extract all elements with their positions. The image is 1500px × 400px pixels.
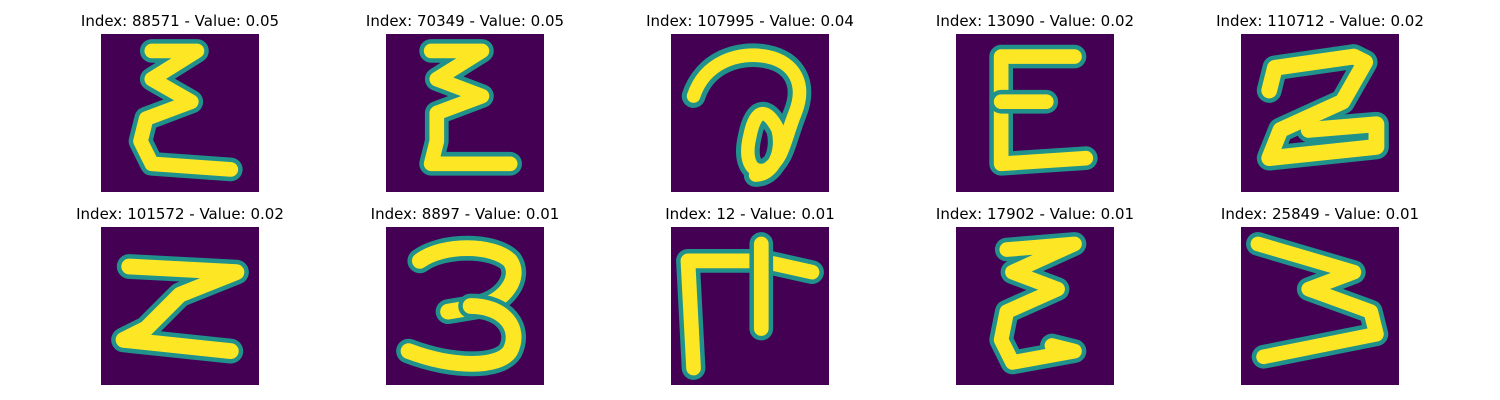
digit-image-8 bbox=[671, 227, 829, 385]
panel-9: Index: 17902 - Value: 0.01 bbox=[915, 205, 1155, 390]
digit-image-6 bbox=[101, 227, 259, 385]
digit-image-2 bbox=[386, 34, 544, 192]
digit-image-1 bbox=[101, 34, 259, 192]
panel-10: Index: 25849 - Value: 0.01 bbox=[1200, 205, 1440, 390]
panel-title: Index: 101572 - Value: 0.02 bbox=[76, 205, 284, 223]
panel-title: Index: 13090 - Value: 0.02 bbox=[935, 12, 1135, 30]
panel-title: Index: 107995 - Value: 0.04 bbox=[646, 12, 854, 30]
digit-image-5 bbox=[1241, 34, 1399, 192]
panel-title: Index: 25849 - Value: 0.01 bbox=[1220, 205, 1420, 223]
panel-3: Index: 107995 - Value: 0.04 bbox=[630, 12, 870, 197]
panel-title: Index: 88571 - Value: 0.05 bbox=[80, 12, 280, 30]
panel-8: Index: 12 - Value: 0.01 bbox=[630, 205, 870, 390]
digit-image-4 bbox=[956, 34, 1114, 192]
digit-image-7 bbox=[386, 227, 544, 385]
panel-title: Index: 17902 - Value: 0.01 bbox=[935, 205, 1135, 223]
digit-image-9 bbox=[956, 227, 1114, 385]
digit-image-10 bbox=[1241, 227, 1399, 385]
panel-title: Index: 110712 - Value: 0.02 bbox=[1216, 12, 1424, 30]
panel-title: Index: 8897 - Value: 0.01 bbox=[370, 205, 560, 223]
panel-2: Index: 70349 - Value: 0.05 bbox=[345, 12, 585, 197]
panel-5: Index: 110712 - Value: 0.02 bbox=[1200, 12, 1440, 197]
panel-1: Index: 88571 - Value: 0.05 bbox=[60, 12, 300, 197]
panel-6: Index: 101572 - Value: 0.02 bbox=[60, 205, 300, 390]
panel-title: Index: 70349 - Value: 0.05 bbox=[365, 12, 565, 30]
digit-image-3 bbox=[671, 34, 829, 192]
panel-7: Index: 8897 - Value: 0.01 bbox=[345, 205, 585, 390]
panel-title: Index: 12 - Value: 0.01 bbox=[665, 205, 835, 223]
panel-4: Index: 13090 - Value: 0.02 bbox=[915, 12, 1155, 197]
